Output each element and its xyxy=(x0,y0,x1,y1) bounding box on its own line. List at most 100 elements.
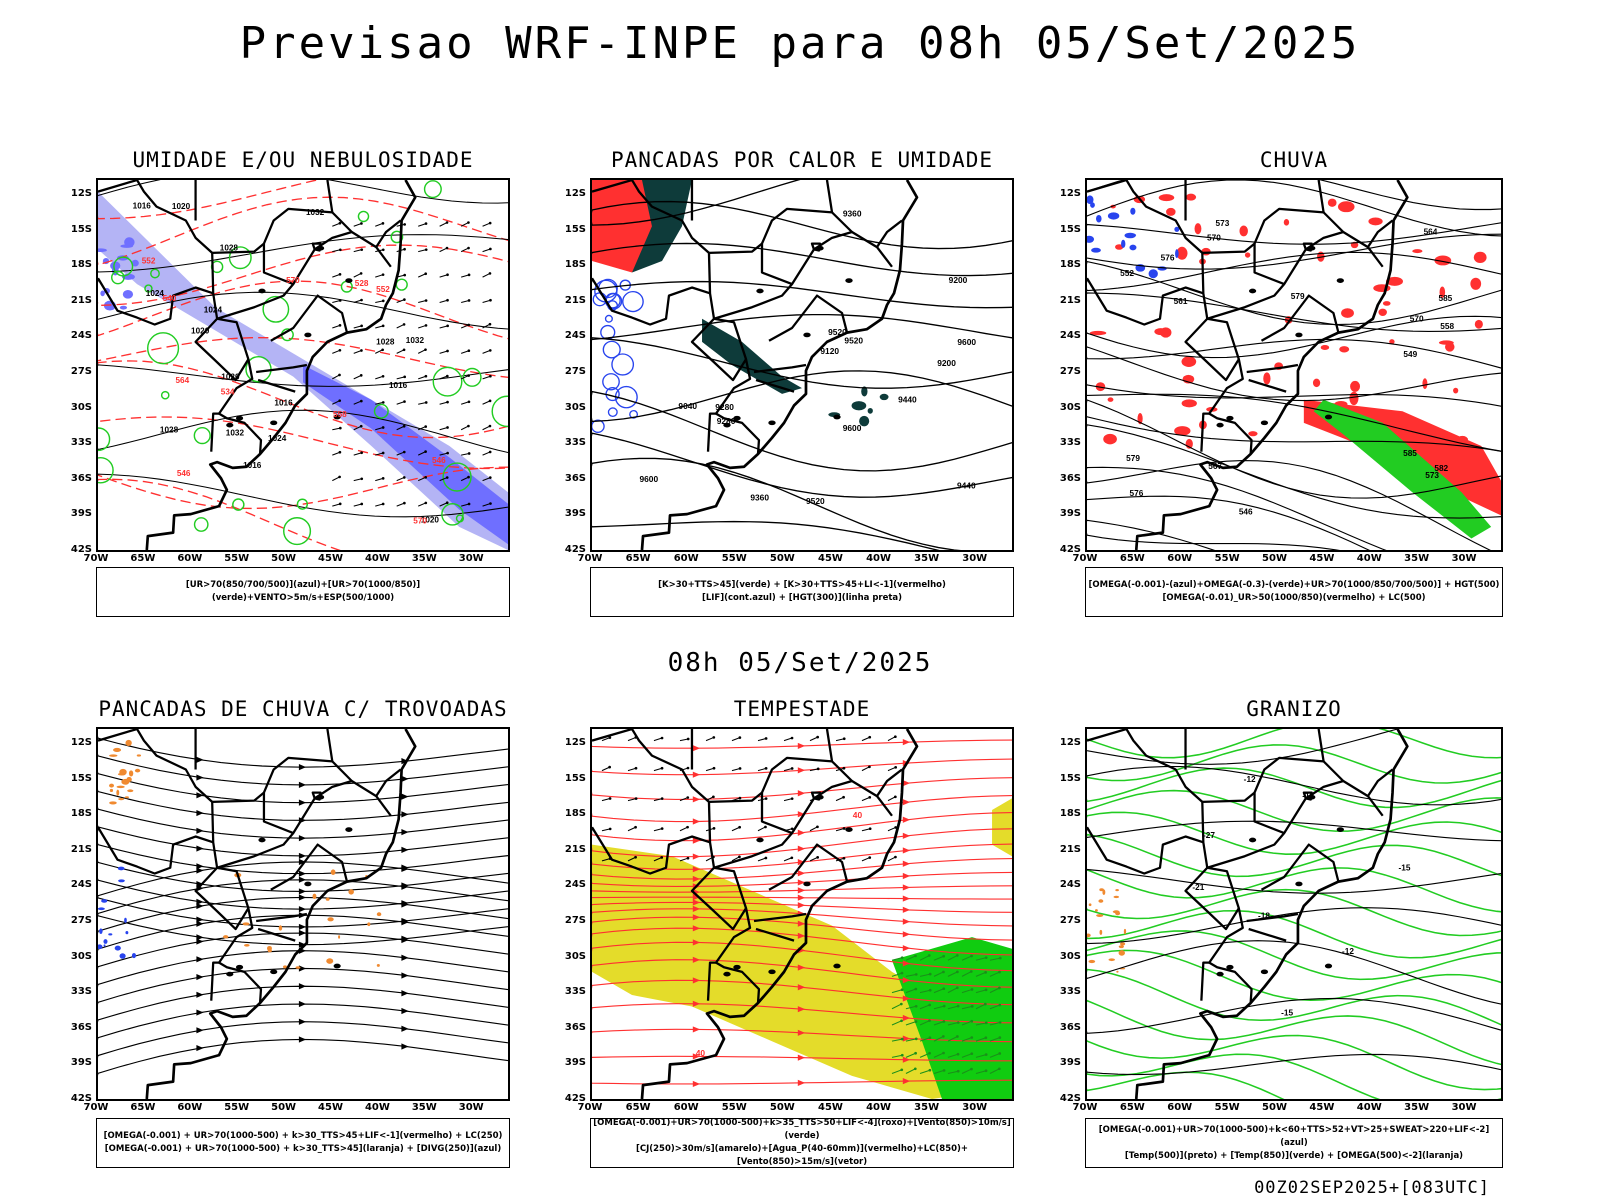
contour-line xyxy=(1087,424,1501,519)
wind-arrow-head xyxy=(868,796,872,799)
lon-tick-label: 35W xyxy=(914,553,940,564)
wind-arrow xyxy=(783,737,793,742)
lake xyxy=(1216,422,1224,428)
wind-arrow xyxy=(757,767,767,772)
wind-arrow-head xyxy=(488,221,492,225)
wind-arrow xyxy=(861,766,870,772)
lat-tick-label: 21S xyxy=(70,294,92,306)
wind-arrow xyxy=(375,503,384,507)
shaded-cell xyxy=(1412,249,1423,254)
contour-label: 540 xyxy=(163,294,177,303)
wind-arrow xyxy=(482,299,491,304)
wind-arrow-head xyxy=(894,855,897,859)
wind-arrow-head xyxy=(942,1051,945,1055)
lat-tick-label: 24S xyxy=(1059,330,1081,342)
lat-tick-label: 30S xyxy=(564,401,586,413)
lon-tick-label: 45W xyxy=(1309,553,1335,564)
green-contour xyxy=(390,230,404,244)
wind-arrow-head xyxy=(893,795,897,799)
wind-arrow-head xyxy=(970,988,974,991)
streamline-arrow xyxy=(298,799,307,806)
streamline-arrow xyxy=(196,880,204,888)
wind-arrow-head xyxy=(634,825,637,829)
wind-arrow-head xyxy=(816,767,820,771)
wind-arrow-head xyxy=(381,401,385,404)
contour-line xyxy=(1087,997,1501,1034)
shaded-cell xyxy=(1087,195,1094,205)
wind-arrow-head xyxy=(998,1021,1002,1024)
wind-arrow xyxy=(332,273,341,278)
contour-line xyxy=(1087,222,1501,245)
shaded-cell xyxy=(348,889,354,895)
wind-arrow-head xyxy=(998,986,1001,990)
lon-tick-label: 55W xyxy=(224,553,250,564)
contour-label: 1032 xyxy=(306,208,325,217)
wind-arrow xyxy=(933,1005,945,1010)
wind-arrow xyxy=(439,299,448,304)
contours xyxy=(98,180,508,518)
shaded-cell xyxy=(99,928,103,934)
wind-arrow-head xyxy=(900,1053,904,1057)
shaded-cell xyxy=(1239,225,1248,237)
contour-line xyxy=(1087,315,1501,359)
streamline xyxy=(592,758,1012,776)
wind-arrow xyxy=(353,222,362,227)
lon-tick-label: 45W xyxy=(1309,1102,1335,1113)
border-line xyxy=(831,760,853,782)
wind-arrow xyxy=(989,1004,1001,1010)
wind-arrow-head xyxy=(446,324,449,328)
wind-arrow-head xyxy=(446,400,449,404)
border-line xyxy=(98,180,263,455)
map-chuva: 585 585 582 579 576 573 570 567 564 561 558 552 549 5… xyxy=(1085,178,1503,552)
wind-arrow-head xyxy=(381,451,385,455)
streamline-arrow xyxy=(401,883,409,890)
border-line xyxy=(755,378,795,393)
geography xyxy=(1087,180,1409,550)
wind-arrow xyxy=(887,736,896,742)
wind-arrow xyxy=(919,973,931,977)
contour-label: 9600 xyxy=(843,423,862,433)
lat-tick-label: 30S xyxy=(1059,401,1081,413)
orange-areas xyxy=(109,739,142,805)
lif-contour xyxy=(604,314,613,323)
wind-arrow xyxy=(947,1005,959,1010)
lake xyxy=(803,332,811,338)
lon-tick-label: 35W xyxy=(411,1102,437,1113)
lon-tick-label: 30W xyxy=(962,553,988,564)
lat-tick-label: 21S xyxy=(1059,843,1081,855)
border-line xyxy=(1322,760,1345,782)
wind-arrow-head xyxy=(942,987,946,991)
green-contour xyxy=(262,295,290,323)
humidity-blue-band xyxy=(303,365,508,545)
border-line xyxy=(753,912,807,923)
lat-tick-label: 33S xyxy=(70,437,92,449)
wind-arrow-head xyxy=(956,1035,959,1038)
shaded-cell xyxy=(1130,207,1136,215)
lake xyxy=(1324,963,1333,969)
wind-arrow-head xyxy=(928,1003,932,1007)
streamline xyxy=(592,828,1012,858)
shaded-cell xyxy=(1386,276,1403,286)
streamline-arrow xyxy=(298,888,307,895)
shaded-cell xyxy=(244,944,250,947)
lat-tick-label: 15S xyxy=(564,772,586,784)
green-contour xyxy=(395,278,408,291)
temp850-line xyxy=(1087,1053,1501,1099)
lake xyxy=(316,245,325,251)
lon-tick-label: 70W xyxy=(577,1102,603,1113)
contour-label: 1024 xyxy=(146,289,165,298)
shaded-cell xyxy=(312,893,317,899)
streamline-arrow xyxy=(196,991,204,998)
wind-arrow xyxy=(396,323,405,329)
contours xyxy=(592,180,1012,550)
run-stamp: 00Z02SEP2025+[083UTC] xyxy=(1254,1178,1490,1198)
lake xyxy=(1324,414,1333,420)
lon-tick-label: 60W xyxy=(177,553,203,564)
border-line xyxy=(256,363,308,374)
shaded-cell xyxy=(1096,914,1104,917)
teal-area xyxy=(632,180,692,273)
wind-arrow xyxy=(627,798,637,802)
streamline-arrow xyxy=(692,771,701,778)
lon-tick-label: 70W xyxy=(1072,553,1098,564)
map-canvas: -15 -15 -18 -18 -12 -12 -21 -27 xyxy=(1087,729,1501,1099)
